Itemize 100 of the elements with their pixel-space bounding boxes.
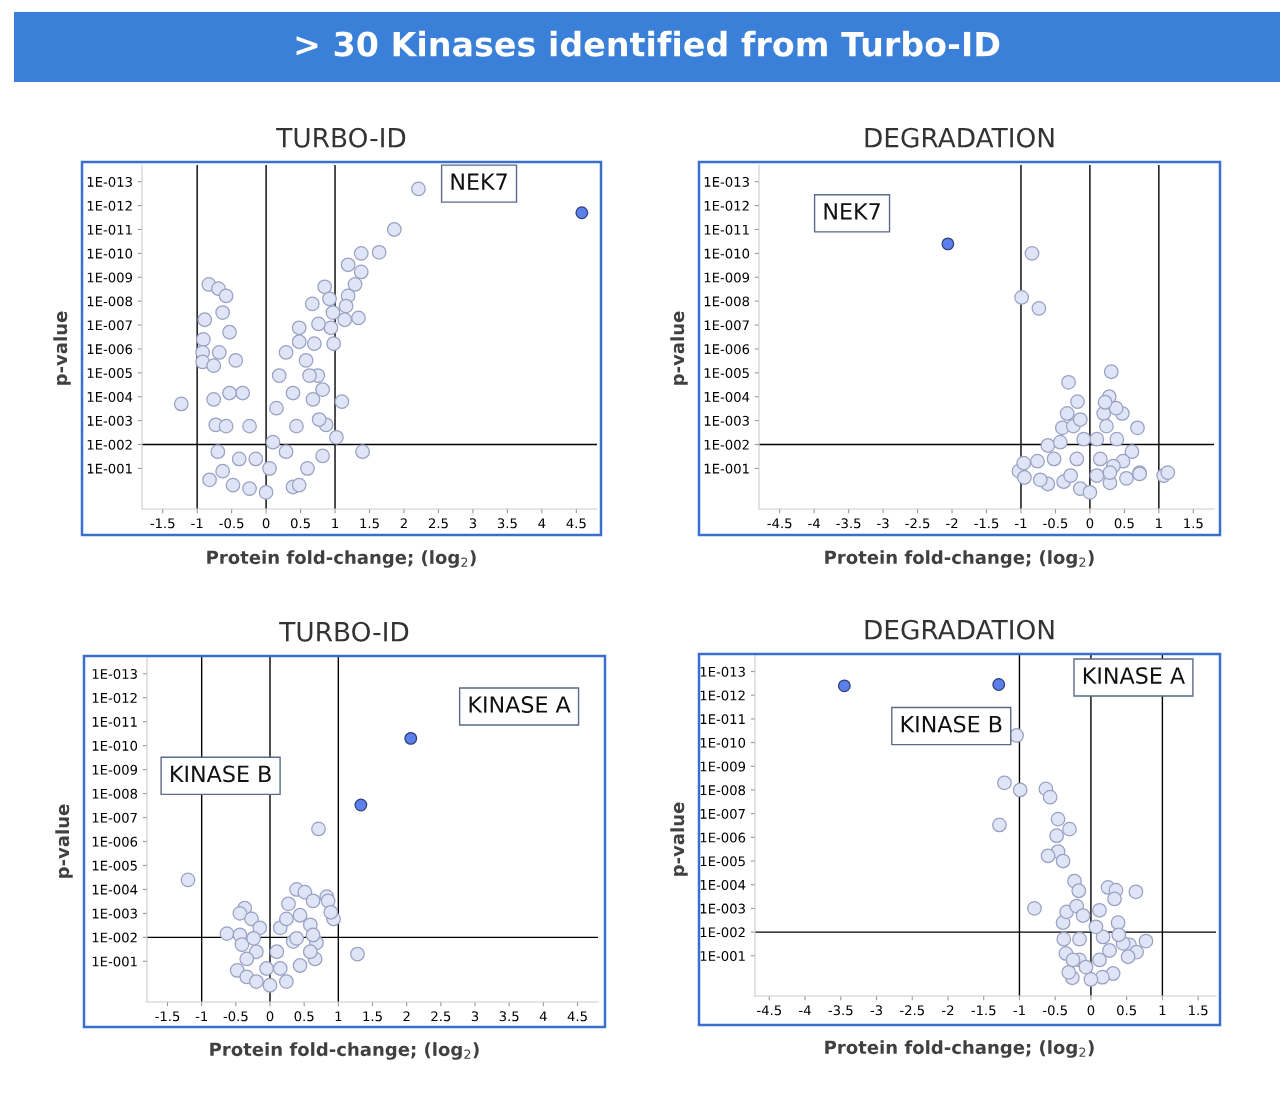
- x-tick-label: -3: [877, 518, 889, 529]
- point: [1014, 290, 1030, 305]
- x-tick-label: 0: [266, 1011, 274, 1022]
- x-tick-label: -4.5: [767, 518, 792, 529]
- x-tick-label: 0.5: [1114, 518, 1134, 529]
- y-tick-label: 1E-006: [87, 344, 133, 355]
- y-tick-label: 1E-010: [87, 248, 133, 259]
- point: [1052, 434, 1068, 450]
- y-tick-label: 1E-009: [92, 764, 138, 775]
- y-axis-title: p-value: [55, 804, 73, 878]
- y-tick-label: 1E-005: [87, 368, 132, 379]
- y-tick-label: 1E-004: [87, 391, 133, 402]
- y-tick-label: 1E-007: [92, 812, 137, 823]
- x-tick-label: -1: [1013, 1005, 1025, 1016]
- x-tick-label: 0: [1087, 1005, 1095, 1016]
- point: [1092, 952, 1107, 968]
- point: [1107, 891, 1122, 907]
- y-tick-label: 1E-013: [92, 668, 137, 679]
- point: [1063, 468, 1078, 483]
- point: [1109, 431, 1125, 447]
- y-tick-label: 1E-003: [87, 415, 132, 426]
- point: [1119, 470, 1134, 486]
- x-tick-label: -2.5: [905, 518, 930, 529]
- y-axis-title: p-value: [670, 311, 688, 385]
- point: [1111, 927, 1127, 943]
- x-tick-label: -1.5: [155, 1011, 180, 1022]
- point: [1042, 789, 1058, 805]
- point: [1059, 406, 1075, 421]
- x-tick-label: 2: [403, 1011, 410, 1022]
- point: [180, 872, 196, 888]
- x-tick-label: -1.5: [974, 518, 999, 529]
- x-tick-label: 0: [262, 518, 270, 529]
- x-tick-label: 4.5: [567, 1011, 587, 1022]
- y-tick-label: 1E-005: [92, 860, 137, 871]
- x-tick-label: 3: [471, 1011, 479, 1022]
- y-tick-label: 1E-009: [87, 272, 133, 283]
- point: [1070, 394, 1085, 410]
- y-tick-label: 1E-007: [87, 320, 132, 331]
- x-tick-label: 4.5: [566, 518, 586, 529]
- x-tick-label: -1: [191, 518, 203, 529]
- point: [1017, 470, 1032, 485]
- x-tick-label: -4: [799, 1005, 811, 1016]
- annotation: KINASE B: [901, 715, 1002, 733]
- point: [259, 961, 274, 976]
- point: [1089, 431, 1105, 447]
- point: [292, 958, 308, 973]
- point: [1097, 394, 1113, 410]
- y-tick-label: 1E-003: [704, 415, 749, 426]
- y-tick-label: 1E-003: [92, 908, 137, 919]
- y-tick-label: 1E-008: [700, 785, 746, 796]
- y-tick-label: 1E-009: [704, 272, 750, 283]
- y-tick-label: 1E-012: [87, 200, 132, 211]
- point: [269, 944, 285, 960]
- point: [1124, 444, 1140, 460]
- point: [1089, 468, 1105, 483]
- point: [302, 944, 318, 960]
- x-tick-label: -0.5: [223, 1011, 248, 1022]
- x-tick-label: 1.5: [363, 1011, 382, 1022]
- y-tick-label: 1E-012: [700, 690, 745, 701]
- y-tick-label: 1E-013: [87, 176, 132, 187]
- point: [1078, 959, 1094, 975]
- point: [1095, 929, 1111, 945]
- x-tick-label: -3.5: [836, 518, 861, 529]
- x-tick-label: 1.5: [1189, 1005, 1208, 1016]
- x-axis-title: Protein fold-change; (log$_{2}$): [825, 550, 1094, 568]
- y-tick-label: 1E-004: [704, 391, 750, 402]
- point: [1102, 465, 1118, 481]
- point: [1065, 952, 1081, 968]
- point: [1061, 374, 1076, 390]
- point: [262, 977, 278, 993]
- point: [1009, 728, 1024, 743]
- point: [1049, 828, 1065, 844]
- x-axis-title: Protein fold-change; (log$_{2}$): [825, 1040, 1094, 1058]
- x-tick-label: 0: [1086, 518, 1094, 529]
- point: [992, 678, 1006, 691]
- point: [1102, 943, 1117, 958]
- y-tick-label: 1E-008: [87, 296, 133, 307]
- annotation: NEK7: [824, 203, 880, 220]
- x-tick-label: 1: [1159, 1005, 1166, 1016]
- point: [1099, 418, 1114, 434]
- y-tick-label: 1E-011: [87, 224, 132, 235]
- point: [1069, 451, 1085, 467]
- x-tick-label: 2: [400, 518, 407, 529]
- chart-title: DEGRADATION: [865, 619, 1054, 640]
- x-tick-label: -2: [942, 1005, 954, 1016]
- point: [232, 905, 248, 921]
- y-tick-label: 1E-004: [92, 884, 138, 895]
- point: [1040, 438, 1056, 453]
- x-tick-label: -1.5: [150, 518, 175, 529]
- point: [350, 946, 365, 962]
- x-tick-label: -2.5: [900, 1005, 924, 1016]
- point: [1088, 919, 1104, 935]
- y-tick-label: 1E-007: [700, 808, 745, 819]
- annotation: KINASE A: [469, 696, 571, 713]
- y-tick-label: 1E-002: [87, 439, 132, 450]
- y-tick-label: 1E-008: [704, 296, 750, 307]
- point: [1130, 420, 1145, 436]
- y-tick-label: 1E-005: [704, 368, 749, 379]
- point: [1092, 902, 1107, 918]
- x-tick-label: 1.5: [1184, 518, 1203, 529]
